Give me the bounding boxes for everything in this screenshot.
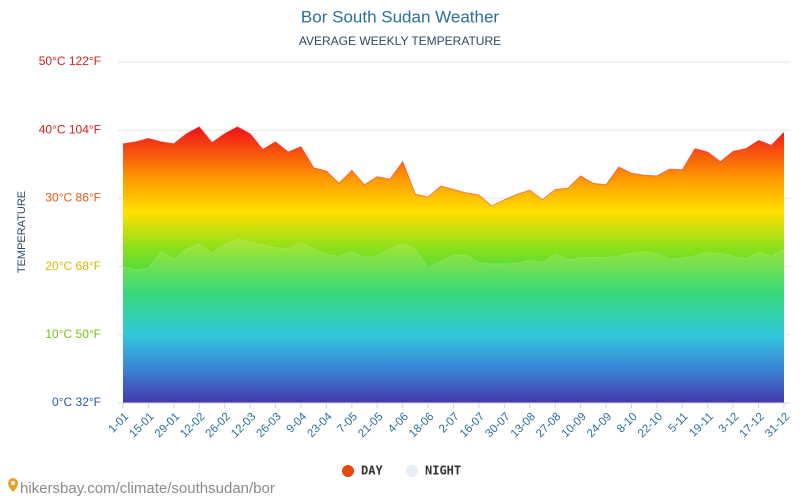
y-axis-label: TEMPERATURE (16, 191, 28, 273)
legend-item: NIGHT (406, 464, 461, 478)
x-tick-label: 31-12 (763, 411, 792, 440)
x-tick-label: 17-12 (738, 411, 767, 440)
y-tick-label: 0°C 32°F (52, 395, 101, 409)
x-tick-label: 18-06 (407, 411, 436, 440)
x-tick-label: 29-01 (153, 411, 182, 440)
night-area (123, 239, 784, 403)
pin-dot (11, 481, 15, 485)
x-tick-label: 12-02 (178, 411, 207, 440)
x-tick-label: 10-09 (560, 411, 589, 440)
chart-title: Bor South Sudan Weather (301, 7, 499, 26)
x-tick-label: 15-01 (127, 411, 156, 440)
y-tick-label: 10°C 50°F (45, 327, 101, 341)
night-line (122, 238, 785, 271)
day-area (123, 126, 784, 404)
legend-swatch (406, 465, 418, 477)
y-tick-label: 40°C 104°F (39, 122, 101, 136)
legend-swatch (342, 465, 354, 477)
x-tick-label: 16-07 (458, 411, 487, 440)
y-tick-label: 30°C 86°F (45, 191, 101, 205)
x-tick-label: 24-09 (585, 411, 614, 440)
x-tick-label: 26-03 (255, 411, 284, 440)
y-tick-label: 20°C 68°F (45, 259, 101, 273)
legend-label: NIGHT (425, 464, 461, 478)
x-tick-label: 22-10 (636, 411, 665, 440)
x-tick-label: 12-03 (229, 411, 258, 440)
y-tick-label: 50°C 122°F (39, 54, 101, 68)
x-tick-label: 27-08 (534, 411, 563, 440)
chart-subtitle: AVERAGE WEEKLY TEMPERATURE (299, 34, 501, 48)
x-tick-label: 30-07 (483, 411, 512, 440)
x-tick-label: 26-02 (204, 411, 233, 440)
legend-label: DAY (361, 464, 383, 478)
x-tick-label: 13-08 (509, 411, 538, 440)
x-tick-label: 19-11 (687, 411, 716, 440)
source-url: hikersbay.com/climate/southsudan/bor (20, 480, 275, 497)
legend-item: DAY (342, 464, 383, 478)
x-tick-label: 21-05 (356, 411, 385, 440)
day-line (122, 126, 785, 207)
footer: hikersbay.com/climate/southsudan/bor (8, 478, 275, 497)
x-tick-label: 23-04 (305, 410, 335, 440)
